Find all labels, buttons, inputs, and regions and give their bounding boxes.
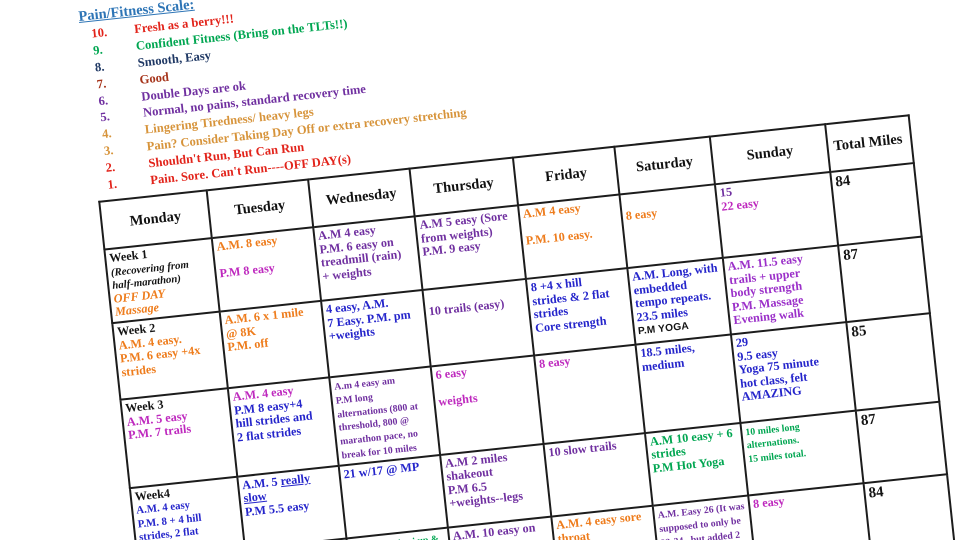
total-miles-cell: 84 — [830, 163, 922, 246]
scale-item-label: Good — [138, 69, 170, 87]
schedule-cell: 6 easy weights — [430, 355, 544, 455]
schedule-cell: 15 22 easy — [714, 171, 839, 258]
cell-text: P.M YOGA — [637, 321, 690, 338]
schedule-cell: Week 3 A.M. 5 easy P.M. 7 trails — [120, 388, 238, 488]
cell-text: strides — [120, 361, 157, 379]
schedule-cell: 10 slow trails — [543, 432, 653, 517]
cell-text: 8 easy — [538, 353, 572, 371]
schedule-cell: A.M. 8 easy P.M 8 easy — [211, 227, 322, 312]
schedule-cell: 8 easy — [534, 344, 645, 444]
cell-text: 8 easy — [752, 494, 786, 512]
cell-text: really — [279, 470, 311, 488]
schedule-cell: 4 easy, A.M. 7 Easy. P.M. pm +weights — [321, 289, 431, 378]
schedule-cell: 18.5 miles, medium — [635, 334, 741, 433]
schedule-cell: A.M 5 easy (Sore from weights) P.M. 9 easy — [414, 205, 526, 290]
schedule-cell: A.M 2 miles shakeout P.M 6.5 +weights--legs — [440, 443, 552, 528]
cell-text: P.M. off — [226, 335, 270, 355]
schedule-cell: 29 9.5 easy Yoga 75 minute hot class, felt A… — [730, 322, 856, 423]
schedule-cell: A.M. 11.5 easy trails + upper body strengt… — [722, 245, 847, 335]
total-miles-cell: 87 — [855, 401, 948, 484]
cell-text: 8 easy — [625, 205, 658, 223]
cell-text: 6 easy — [434, 364, 468, 383]
cell-text: 22 easy — [720, 195, 760, 214]
schedule-cell: 21 w/17 @ MP — [338, 454, 448, 539]
cell-text: medium — [641, 355, 686, 374]
schedule-cell: A.M. Long, with embedded tempo repeats. 23.… — [627, 257, 731, 345]
schedule-cell: A.M 10 easy + 6 strides P.M Hot Yoga — [644, 422, 749, 507]
cell-text: 15 miles total. — [747, 448, 807, 466]
cell-text: weights — [437, 390, 479, 409]
schedule-cell: A.M. 5 really slow P.M 5.5 easy — [237, 465, 347, 540]
cell-text: 10 slow trails — [547, 437, 618, 460]
schedule-cell: 10 trails (easy) — [422, 278, 535, 367]
schedule-cell: A.M. 4 easy P.M 8 easy+4 hill strides and 2… — [227, 377, 339, 477]
schedule-cell: 10 miles long alternations. 15 miles total… — [740, 410, 864, 496]
document: Pain/Fitness Scale: 10. Fresh as a berry!… — [78, 0, 960, 540]
schedule-cell: A.M 4 easy P.M. 6 easy on treadmill (rain)… — [313, 216, 423, 301]
total-miles-cell: 85 — [846, 313, 940, 411]
schedule-cell: A.M. 6 x 1 mile @ 8K P.M. off — [219, 300, 330, 389]
total-miles-cell: 84 — [863, 474, 960, 540]
total-miles-cell: 87 — [838, 236, 930, 323]
schedule-cell: A.m 4 easy am P.M long alternations (800 a… — [329, 366, 441, 466]
schedule-cell: 8 +4 x hill strides & 2 flat strides Core s… — [525, 268, 636, 356]
schedule-cell: A.M 4 easy P.M. 10 easy. — [518, 194, 628, 279]
schedule-cell: Week 2 A.M. 4 easy. P.M. 6 easy +4x strides — [112, 311, 228, 400]
schedule-cell: Week 1 (Recovering from half-marathon) OFF … — [104, 238, 220, 324]
schedule-cell: 8 easy — [619, 184, 723, 269]
schedule-cell: Week4 A.M. 4 easy P.M. 8 + 4 hill strides, … — [129, 476, 246, 540]
